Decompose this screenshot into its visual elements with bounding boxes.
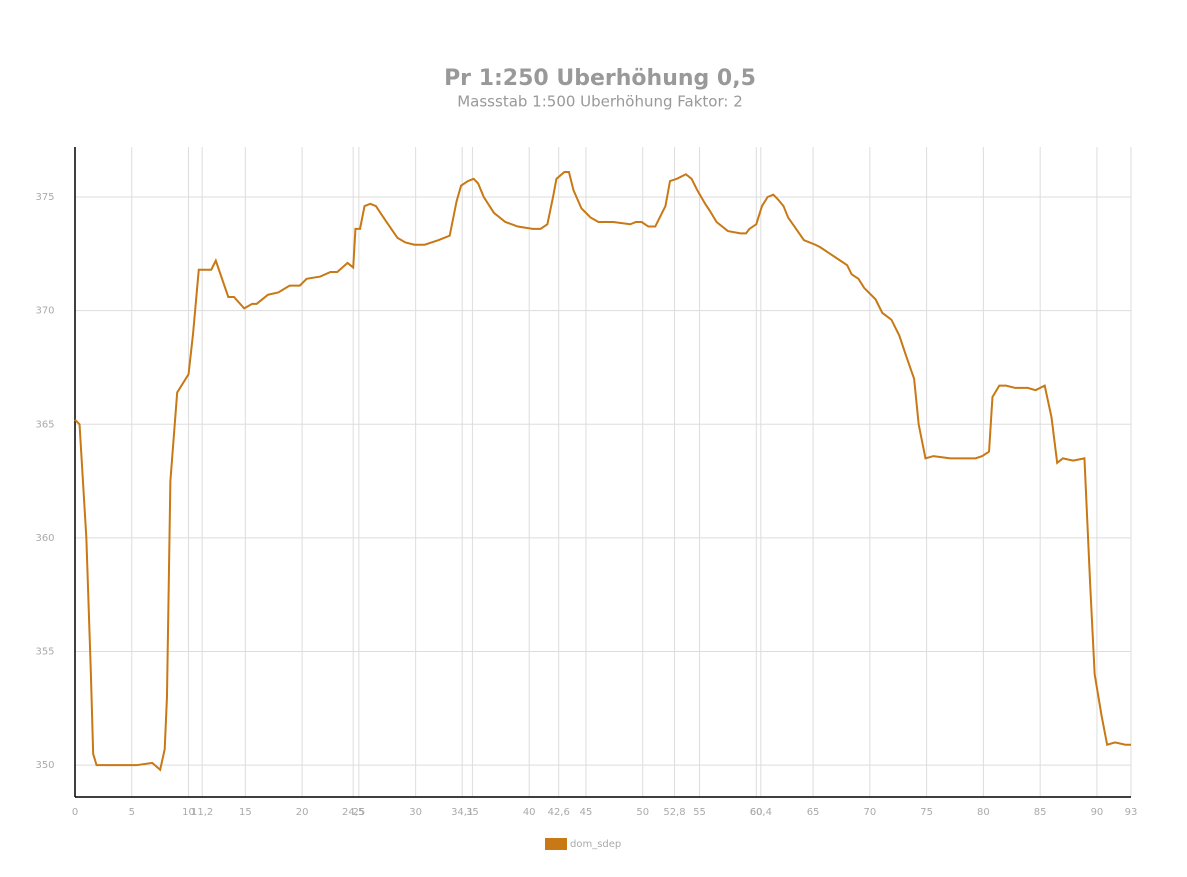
x-tick-label: 85 xyxy=(1034,807,1047,818)
x-tick-label: 35 xyxy=(466,807,479,818)
x-tick-label: 75 xyxy=(920,807,933,818)
x-tick-label: 90 xyxy=(1091,807,1104,818)
chart-subtitle: Massstab 1:500 Uberhöhung Faktor: 2 xyxy=(457,93,743,111)
x-tick-label: 20 xyxy=(296,807,309,818)
x-tick-label: 0 xyxy=(72,807,78,818)
data-line xyxy=(74,171,1131,772)
legend-label: dom_sdep xyxy=(570,839,621,850)
x-tick-label: 5 xyxy=(129,807,135,818)
x-tick-label: 15 xyxy=(239,807,252,818)
y-tick-label: 375 xyxy=(35,192,54,203)
x-tick-label: 40 xyxy=(523,807,536,818)
x-tick-label: 55 xyxy=(693,807,706,818)
x-tick-label: 45 xyxy=(580,807,593,818)
x-tick-label: 80 xyxy=(977,807,990,818)
x-tick-label: 24,5 xyxy=(342,807,364,818)
legend-swatch xyxy=(545,838,567,850)
y-tick-label: 370 xyxy=(35,306,54,317)
y-tick-label: 365 xyxy=(35,419,54,430)
x-tick-label: 50 xyxy=(636,807,649,818)
x-tick-label: 65 xyxy=(807,807,820,818)
x-tick-label: 60,4 xyxy=(750,807,772,818)
x-tick-label: 70 xyxy=(863,807,876,818)
x-tick-label: 34,1 xyxy=(451,807,473,818)
x-tick-label: 42,6 xyxy=(548,807,570,818)
y-tick-label: 355 xyxy=(35,647,54,658)
x-tick-label: 25 xyxy=(353,807,366,818)
x-tick-label: 11,2 xyxy=(191,807,213,818)
x-tick-label: 93 xyxy=(1125,807,1138,818)
x-tick-label: 10 xyxy=(182,807,195,818)
x-tick-label: 30 xyxy=(409,807,422,818)
y-tick-label: 350 xyxy=(35,760,54,771)
x-tick-label: 52,8 xyxy=(663,807,685,818)
x-tick-label: 60 xyxy=(750,807,763,818)
y-tick-label: 360 xyxy=(35,533,54,544)
chart-title: Pr 1:250 Uberhöhung 0,5 xyxy=(444,66,756,91)
